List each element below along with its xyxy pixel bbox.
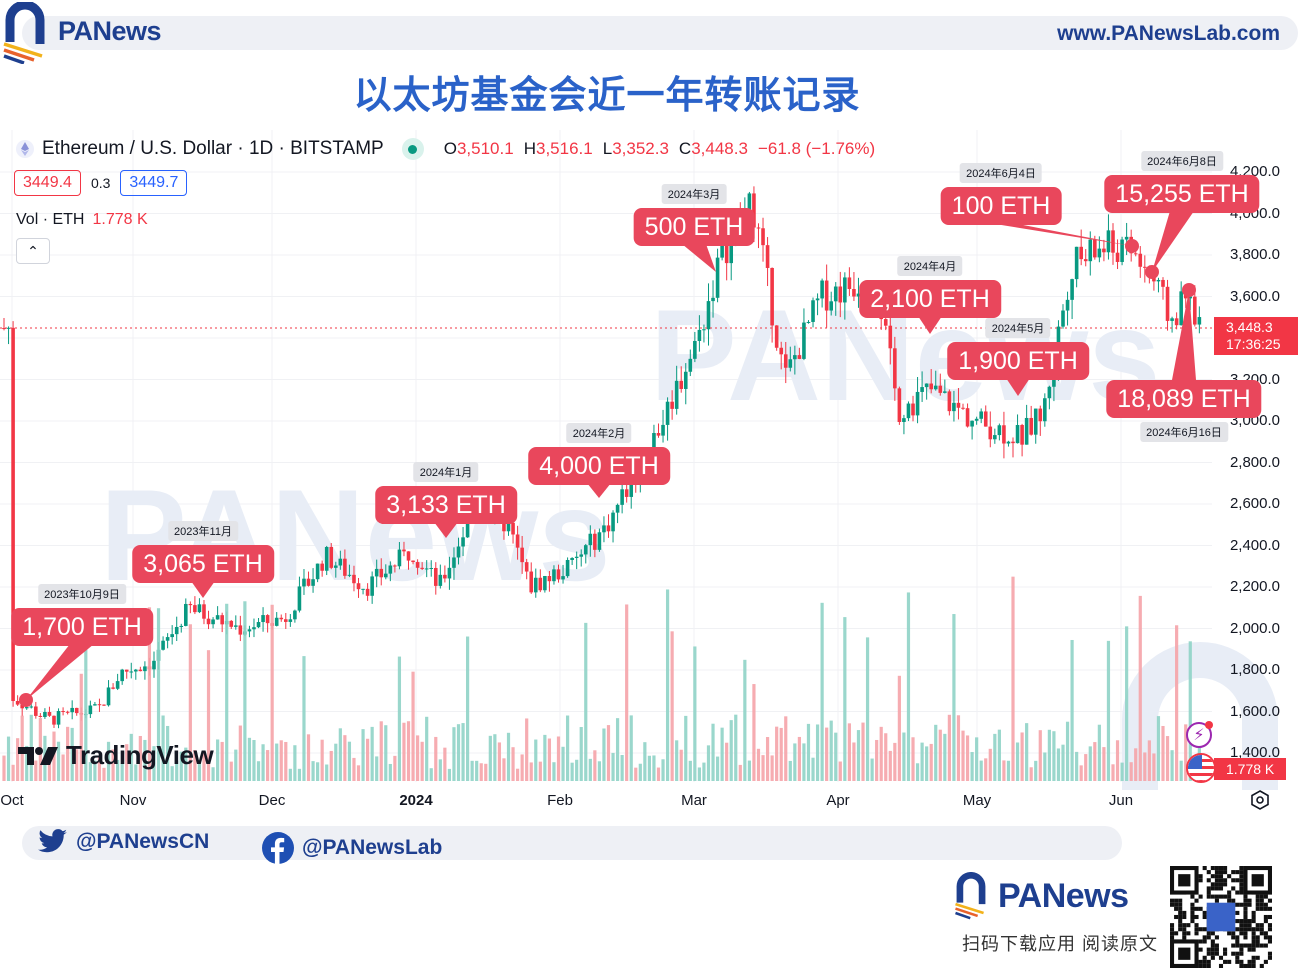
annotation-date: 2024年1月 <box>413 462 479 482</box>
annotation-date: 2024年6月8日 <box>1141 151 1223 171</box>
annotation-date: 2023年10月9日 <box>38 584 126 604</box>
price-tick-label: 1,800.0 <box>1229 661 1280 678</box>
price-tick-label: 1,400.0 <box>1229 744 1280 761</box>
annotation-amount: 100 ETH <box>940 187 1062 225</box>
price-tick-label: 2,000.0 <box>1229 619 1280 637</box>
panews-logo-icon <box>955 872 986 920</box>
time-tick-label: 2024 <box>399 792 433 809</box>
qr-code[interactable] <box>1170 866 1272 968</box>
annotation-date: 2024年6月16日 <box>1140 422 1228 442</box>
annotation-date: 2024年5月 <box>985 318 1051 338</box>
transfer-annotation[interactable]: 2024年1月 3,133 ETH <box>375 462 517 524</box>
ohlc-item: C3,448.3 <box>678 139 748 158</box>
annotation-date: 2024年2月 <box>566 423 632 443</box>
collapse-legend-button[interactable]: ⌃ <box>16 238 50 264</box>
price-tick-label: 2,200.0 <box>1229 578 1280 595</box>
last-volume-label: 1.778 K <box>1214 758 1286 780</box>
twitter-handle[interactable]: @PANewsCN <box>38 829 209 855</box>
transfer-annotation[interactable]: 2024年2月 4,000 ETH <box>528 423 670 485</box>
time-tick-label: Mar <box>681 792 707 809</box>
time-tick-label: May <box>962 792 992 809</box>
ohlc-item: O3,510.1 <box>443 139 514 158</box>
panews-logo-icon <box>3 2 45 64</box>
facebook-icon <box>262 832 294 864</box>
transfer-annotation[interactable]: 2024年3月 500 ETH <box>633 184 755 246</box>
transfer-annotation[interactable]: 2024年6月4日 100 ETH <box>940 163 1062 225</box>
spread-value: 0.3 <box>90 175 111 191</box>
last-price-label: 3,448.3 17:36:25 <box>1214 317 1298 355</box>
page-title: 以太坊基金会近一年转账记录 <box>353 75 861 117</box>
market-open-icon <box>401 138 424 160</box>
annotation-amount: 2,100 ETH <box>859 280 1001 318</box>
time-tick-label: Nov <box>119 792 147 809</box>
chevron-up-icon: ⌃ <box>27 242 39 259</box>
time-tick-label: Apr <box>826 792 850 809</box>
annotation-amount: 3,133 ETH <box>375 486 517 524</box>
annotation-amount: 1,900 ETH <box>947 342 1089 380</box>
footer-brand: PANews <box>954 872 1129 920</box>
lightning-icon[interactable]: ⚡︎ <box>1186 721 1213 748</box>
ask-price[interactable]: 3449.7 <box>120 170 188 196</box>
transfer-annotation[interactable]: 2024年4月 2,100 ETH <box>859 256 1001 318</box>
ethereum-icon <box>16 140 34 158</box>
price-tick-label: 1,600.0 <box>1229 702 1280 720</box>
symbol-legend: Ethereum / U.S. Dollar · 1D · BITSTAMP O… <box>16 138 875 160</box>
ohlc-item: L3,352.3 <box>602 139 669 158</box>
transfer-annotation[interactable]: 2023年11月 3,065 ETH <box>132 521 274 583</box>
bid-ask: 3449.4 0.3 3449.7 <box>14 170 188 196</box>
ohlc-item: H3,516.1 <box>523 139 593 158</box>
annotation-amount: 18,089 ETH <box>1106 380 1262 418</box>
tradingview-watermark: TradingView <box>18 740 214 771</box>
settings-icon[interactable] <box>1250 790 1270 810</box>
twitter-icon <box>38 829 67 853</box>
transfer-annotation[interactable]: 2024年5月 1,900 ETH <box>947 318 1089 380</box>
volume-legend: Vol · ETH 1.778 K <box>16 211 148 228</box>
annotation-amount: 500 ETH <box>633 208 755 246</box>
price-tick-label: 2,600.0 <box>1229 495 1280 512</box>
annotation-date: 2023年11月 <box>168 521 238 541</box>
ohlc-values: O3,510.1 H3,516.1 L3,352.3 C3,448.3 −61.8 (−… <box>444 139 875 159</box>
price-tick-label: 2,400.0 <box>1229 536 1280 554</box>
tradingview-logo-icon <box>18 746 58 765</box>
price-tick-label: 3,600.0 <box>1229 287 1280 305</box>
price-tick-label: 3,800.0 <box>1229 246 1280 263</box>
time-tick-label: Dec <box>258 792 286 809</box>
annotation-date: 2024年4月 <box>897 256 963 276</box>
transfer-annotation[interactable]: 18,089 ETH 2024年6月16日 <box>1106 380 1262 442</box>
social-bar <box>22 826 1122 860</box>
price-tick-label: 2,800.0 <box>1229 453 1280 471</box>
site-url-link[interactable]: www.PANewsLab.com <box>1057 22 1280 45</box>
annotation-date: 2024年3月 <box>661 184 727 204</box>
annotation-amount: 3,065 ETH <box>132 545 274 583</box>
transfer-annotation[interactable]: 2024年6月8日 15,255 ETH <box>1104 151 1260 213</box>
brand-name: PANews <box>58 16 162 46</box>
annotation-amount: 15,255 ETH <box>1104 175 1260 213</box>
annotation-date: 2024年6月4日 <box>960 163 1042 183</box>
us-flag-icon <box>1186 753 1216 783</box>
transfer-annotation[interactable]: 2023年10月9日 1,700 ETH <box>11 584 153 646</box>
time-tick-label: Feb <box>547 792 573 809</box>
annotation-amount: 1,700 ETH <box>11 608 153 646</box>
time-tick-label: Oct <box>0 792 24 809</box>
ohlc-item: −61.8 (−1.76%) <box>757 139 876 158</box>
footer-caption: 扫码下载应用 阅读原文 <box>962 934 1158 954</box>
facebook-handle[interactable]: @PANewsLab <box>262 832 442 864</box>
symbol-title[interactable]: Ethereum / U.S. Dollar · 1D · BITSTAMP <box>42 138 384 159</box>
bid-price[interactable]: 3449.4 <box>14 170 81 196</box>
header-bar <box>22 16 1298 50</box>
time-tick-label: Jun <box>1108 792 1134 809</box>
annotation-amount: 4,000 ETH <box>528 447 670 485</box>
